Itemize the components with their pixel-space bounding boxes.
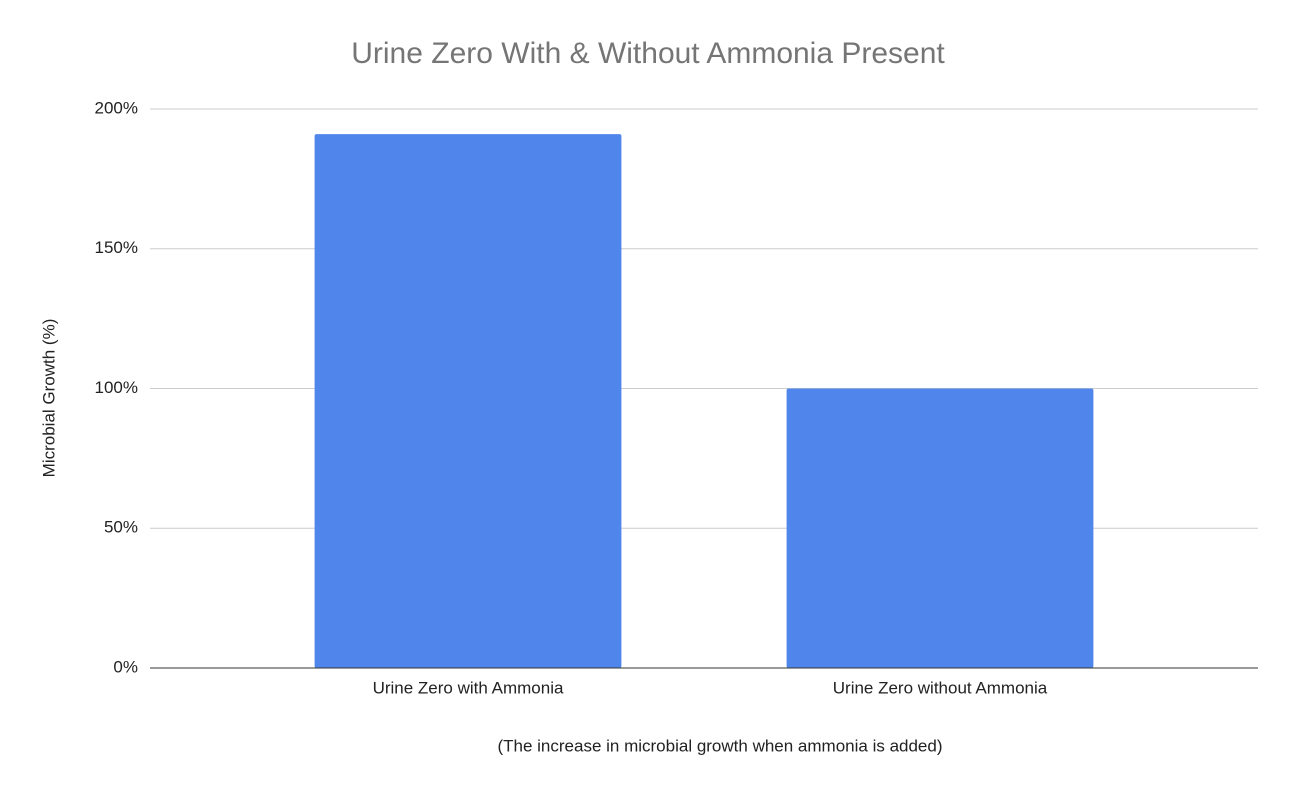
chart-title: Urine Zero With & Without Ammonia Presen… xyxy=(351,37,945,70)
x-axis-label: (The increase in microbial growth when a… xyxy=(497,736,942,755)
x-tick-label: Urine Zero without Ammonia xyxy=(833,678,1048,697)
y-tick-label: 100% xyxy=(95,378,138,397)
y-tick-label: 200% xyxy=(95,98,138,117)
x-tick-label: Urine Zero with Ammonia xyxy=(373,678,564,697)
bar xyxy=(314,134,622,668)
bar xyxy=(786,388,1094,668)
y-tick-label: 150% xyxy=(95,238,138,257)
y-tick-label: 50% xyxy=(104,518,138,537)
y-tick-label: 0% xyxy=(113,657,138,676)
y-axis-label: Microbial Growth (%) xyxy=(39,319,58,478)
